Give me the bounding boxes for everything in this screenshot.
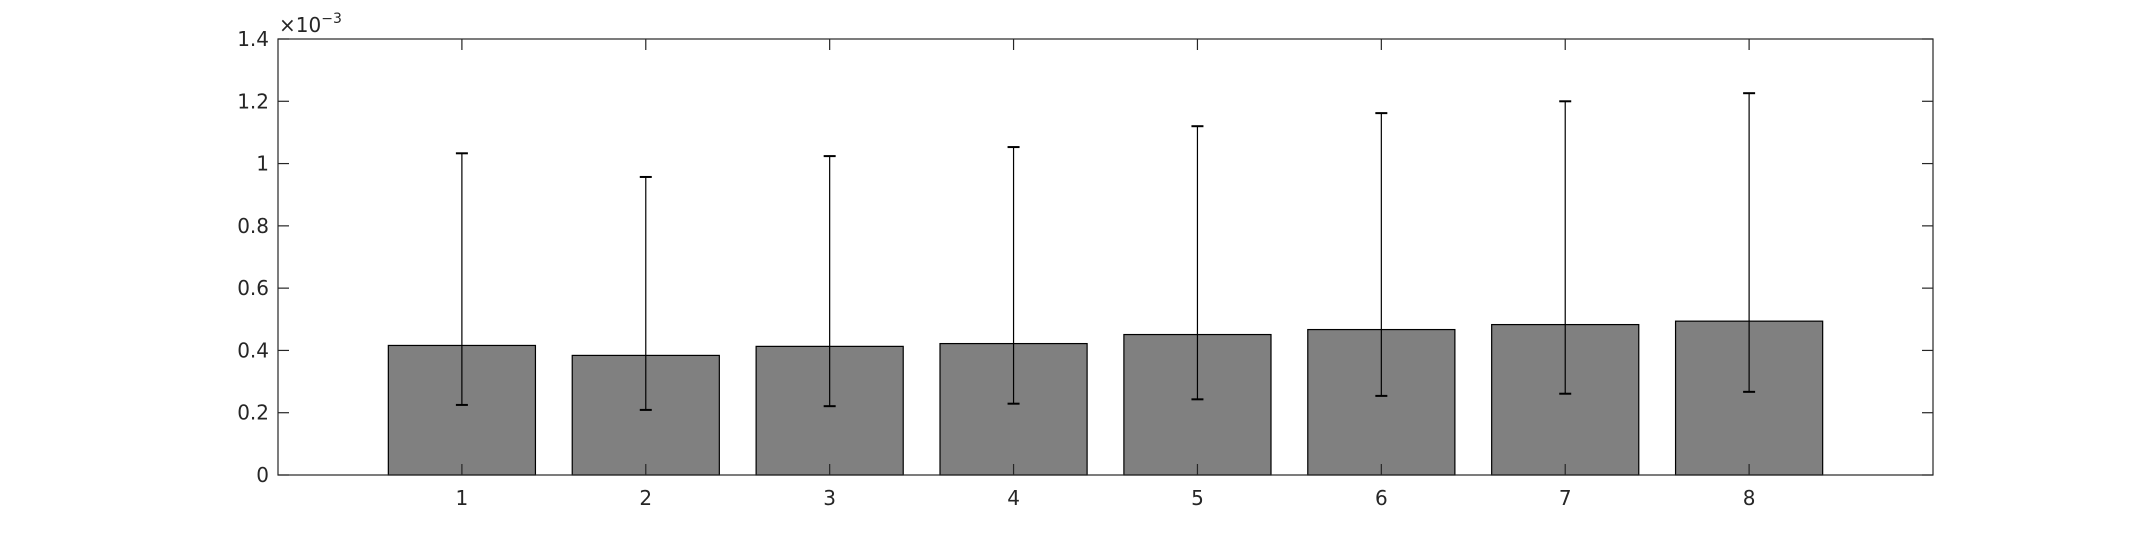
x-tick-label: 8 — [1743, 486, 1756, 510]
errorbar-1 — [455, 152, 468, 406]
axes-box — [277, 38, 1934, 476]
x-tick-label: 2 — [639, 486, 652, 510]
y-tick-label: 1.2 — [237, 89, 269, 113]
x-tick-label: 7 — [1559, 486, 1572, 510]
y-tick-label: 1.4 — [237, 27, 269, 51]
axes: 0 0.2 0.4 0.6 0.8 1 1.2 1.4 1 2 3 4 5 6 7 8 — [237, 27, 1934, 510]
errorbar-2 — [639, 175, 652, 411]
x-tick-label: 5 — [1191, 486, 1204, 510]
errorbar-8 — [1743, 92, 1756, 393]
y-axis-exponent-label: ×10−3 — [279, 11, 342, 37]
errorbar-7 — [1559, 100, 1572, 395]
x-tick-label: 1 — [456, 486, 469, 510]
x-tick-label: 6 — [1375, 486, 1388, 510]
errorbar-4 — [1007, 146, 1020, 405]
y-tick-label: 0.4 — [237, 338, 269, 362]
x-tick-label: 3 — [823, 486, 836, 510]
y-tick-label: 0.6 — [237, 276, 269, 300]
y-tick-label: 1 — [256, 152, 269, 176]
y-tick-label: 0.8 — [237, 214, 269, 238]
errorbar-3 — [823, 155, 836, 408]
errorbar-5 — [1191, 125, 1204, 401]
y-tick-label: 0 — [256, 463, 269, 487]
errorbar-6 — [1375, 112, 1388, 397]
x-tick-label: 4 — [1007, 486, 1020, 510]
y-tick-label: 0.2 — [237, 401, 269, 425]
plot-area — [387, 92, 1824, 476]
